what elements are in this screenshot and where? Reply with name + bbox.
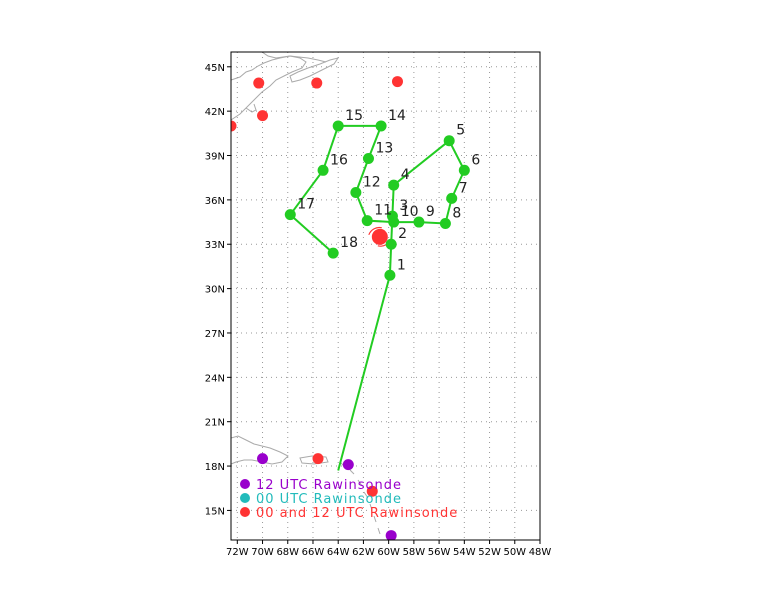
legend-label-12utc: 12 UTC Rawinsonde — [256, 478, 402, 493]
track-point — [446, 192, 458, 204]
y-tick-label: 18N — [205, 462, 225, 473]
raob-site-00-12utc — [253, 77, 265, 89]
track-point-label: 14 — [388, 108, 406, 124]
legend-marker-00utc — [240, 493, 250, 503]
x-axis-ticks: 72W 70W 68W 66W 64W 62W 60W 58W 56W 54W 52W 50W 48W — [226, 540, 551, 558]
map-frame — [230, 51, 541, 541]
coastline-nova-scotia — [289, 57, 340, 83]
track-point-label: 8 — [452, 206, 461, 222]
track-point-label: 17 — [297, 197, 315, 213]
track-point — [443, 135, 455, 147]
track-point — [439, 218, 451, 230]
x-tick-label: 48W — [529, 547, 552, 558]
track-point-label: 3 — [399, 198, 408, 214]
map-background — [231, 52, 540, 540]
track-point-label: 2 — [398, 226, 407, 242]
raob-site-12utc — [385, 530, 397, 540]
storm-symbol-arc-upper — [368, 226, 382, 236]
y-tick-label: 21N — [205, 418, 225, 429]
track-point — [388, 179, 400, 191]
y-tick-label: 30N — [205, 285, 225, 296]
y-axis-ticks: 45N 42N 39N 36N 33N 30N 27N 24N 21N 18N 15N — [205, 63, 231, 517]
track-point — [361, 215, 373, 227]
coastline-cape-cod — [245, 103, 257, 113]
x-tick-label: 68W — [276, 547, 299, 558]
track-point-label: 7 — [459, 180, 468, 196]
y-tick-label: 15N — [205, 506, 225, 517]
raob-site-00-12utc — [391, 76, 403, 88]
track-point-label: 16 — [330, 152, 348, 168]
y-tick-label: 24N — [205, 373, 225, 384]
x-tick-label: 72W — [226, 547, 249, 558]
x-tick-label: 70W — [251, 547, 274, 558]
track-point — [362, 152, 374, 164]
track-point — [413, 216, 425, 228]
track-point-label: 11 — [374, 203, 392, 219]
track-point — [332, 120, 344, 132]
y-tick-label: 45N — [205, 63, 225, 74]
coastline-hispaniola — [231, 435, 289, 465]
legend-marker-both — [240, 507, 250, 517]
x-tick-label: 52W — [478, 547, 501, 558]
coastline-maine — [261, 52, 327, 63]
legend-label-00utc: 00 UTC Rawinsonde — [256, 492, 402, 507]
x-tick-label: 64W — [327, 547, 350, 558]
track-point — [327, 247, 339, 259]
y-tick-label: 36N — [205, 196, 225, 207]
x-tick-label: 50W — [503, 547, 526, 558]
track-point-label: 15 — [345, 108, 363, 124]
track-point-label: 9 — [426, 204, 435, 220]
track-point-label: 6 — [471, 152, 480, 168]
track-point-label: 5 — [456, 123, 465, 139]
legend-label-both: 00 and 12 UTC Rawinsonde — [256, 506, 458, 521]
track-point — [317, 164, 329, 176]
track-point — [284, 209, 296, 221]
y-tick-label: 39N — [205, 152, 225, 163]
x-tick-label: 54W — [453, 547, 476, 558]
raob-site-00-12utc — [312, 453, 324, 465]
track-point-label: 13 — [375, 140, 393, 156]
x-tick-label: 60W — [377, 547, 400, 558]
raob-site-12utc — [342, 459, 354, 471]
y-tick-label: 27N — [205, 329, 225, 340]
rawinsonde-sites — [231, 76, 403, 540]
coastline-lesser-antilles — [339, 461, 381, 535]
raob-site-00-12utc — [366, 485, 378, 497]
track-point-label: 18 — [340, 235, 358, 251]
x-tick-label: 56W — [428, 547, 451, 558]
track-point — [458, 164, 470, 176]
y-tick-label: 33N — [205, 240, 225, 251]
coastline-new-england — [231, 55, 307, 121]
track-point — [350, 186, 362, 198]
track-point-label: 10 — [401, 204, 419, 220]
track-point — [375, 120, 387, 132]
legend: 12 UTC Rawinsonde 00 UTC Rawinsonde 00 a… — [240, 478, 458, 521]
track-point-label: 4 — [401, 167, 410, 183]
raob-site-12utc — [257, 453, 269, 465]
coastline-puerto-rico — [299, 455, 329, 465]
current-storm-position — [371, 228, 388, 245]
y-tick-label: 42N — [205, 107, 225, 118]
x-tick-label: 58W — [403, 547, 426, 558]
track-point — [384, 269, 396, 281]
raob-site-00-12utc — [231, 120, 237, 132]
legend-marker-12utc — [240, 479, 250, 489]
track-point-label: 12 — [363, 174, 381, 190]
track-point-label: 1 — [397, 257, 406, 273]
coastlines — [231, 52, 381, 535]
x-tick-label: 62W — [352, 547, 375, 558]
raob-site-00-12utc — [257, 110, 269, 122]
track-point — [385, 238, 397, 250]
raob-site-00-12utc — [311, 77, 323, 89]
track-point — [388, 216, 400, 228]
x-tick-label: 66W — [302, 547, 325, 558]
